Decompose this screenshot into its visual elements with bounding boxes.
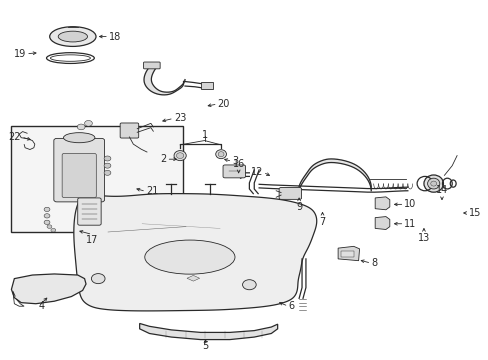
Ellipse shape <box>58 31 87 42</box>
Text: 6: 6 <box>288 301 294 311</box>
FancyBboxPatch shape <box>78 198 101 225</box>
Ellipse shape <box>215 150 226 159</box>
Ellipse shape <box>174 150 186 161</box>
Text: 4: 4 <box>39 301 45 311</box>
Text: 14: 14 <box>435 185 447 195</box>
FancyBboxPatch shape <box>54 138 104 202</box>
Ellipse shape <box>423 175 443 192</box>
Polygon shape <box>374 217 389 229</box>
Ellipse shape <box>427 178 439 189</box>
Circle shape <box>44 207 50 212</box>
FancyBboxPatch shape <box>223 165 245 178</box>
Text: 5: 5 <box>202 341 208 351</box>
Ellipse shape <box>63 133 95 143</box>
Circle shape <box>44 214 50 218</box>
Polygon shape <box>337 246 359 261</box>
Circle shape <box>104 156 111 161</box>
Polygon shape <box>140 323 277 339</box>
Ellipse shape <box>176 153 183 158</box>
Text: 11: 11 <box>404 219 416 229</box>
Text: 23: 23 <box>173 113 186 123</box>
Polygon shape <box>186 275 199 281</box>
Polygon shape <box>374 197 389 210</box>
Circle shape <box>104 170 111 175</box>
Circle shape <box>91 274 105 284</box>
Text: 12: 12 <box>250 167 263 177</box>
Circle shape <box>44 220 50 225</box>
Circle shape <box>51 228 56 232</box>
FancyBboxPatch shape <box>143 62 160 69</box>
Text: 2: 2 <box>160 154 166 164</box>
Text: 22: 22 <box>9 132 21 142</box>
Text: 16: 16 <box>232 159 244 169</box>
Text: 8: 8 <box>370 258 377 268</box>
Bar <box>200 82 212 89</box>
Text: 13: 13 <box>417 233 429 243</box>
Ellipse shape <box>218 152 224 157</box>
Text: 20: 20 <box>217 99 229 109</box>
Text: 10: 10 <box>404 199 416 210</box>
Circle shape <box>242 280 256 290</box>
FancyBboxPatch shape <box>279 188 301 199</box>
Text: 19: 19 <box>14 49 26 59</box>
Circle shape <box>77 124 85 130</box>
Text: 21: 21 <box>146 186 158 197</box>
Polygon shape <box>74 194 316 311</box>
Text: 18: 18 <box>109 32 121 41</box>
Circle shape <box>84 121 92 126</box>
Bar <box>340 251 353 257</box>
Ellipse shape <box>50 27 96 46</box>
Polygon shape <box>11 274 86 304</box>
Bar <box>11 126 183 232</box>
Text: 3: 3 <box>232 156 238 166</box>
FancyBboxPatch shape <box>62 153 96 198</box>
Circle shape <box>104 163 111 168</box>
Text: 7: 7 <box>319 217 325 226</box>
Ellipse shape <box>144 240 235 274</box>
Circle shape <box>47 225 52 228</box>
Polygon shape <box>144 65 184 95</box>
Ellipse shape <box>430 181 436 186</box>
FancyBboxPatch shape <box>120 123 139 138</box>
Polygon shape <box>299 159 370 191</box>
Text: 15: 15 <box>468 208 480 218</box>
Text: 17: 17 <box>86 234 99 244</box>
Text: 9: 9 <box>295 202 302 212</box>
Text: 1: 1 <box>201 130 207 140</box>
